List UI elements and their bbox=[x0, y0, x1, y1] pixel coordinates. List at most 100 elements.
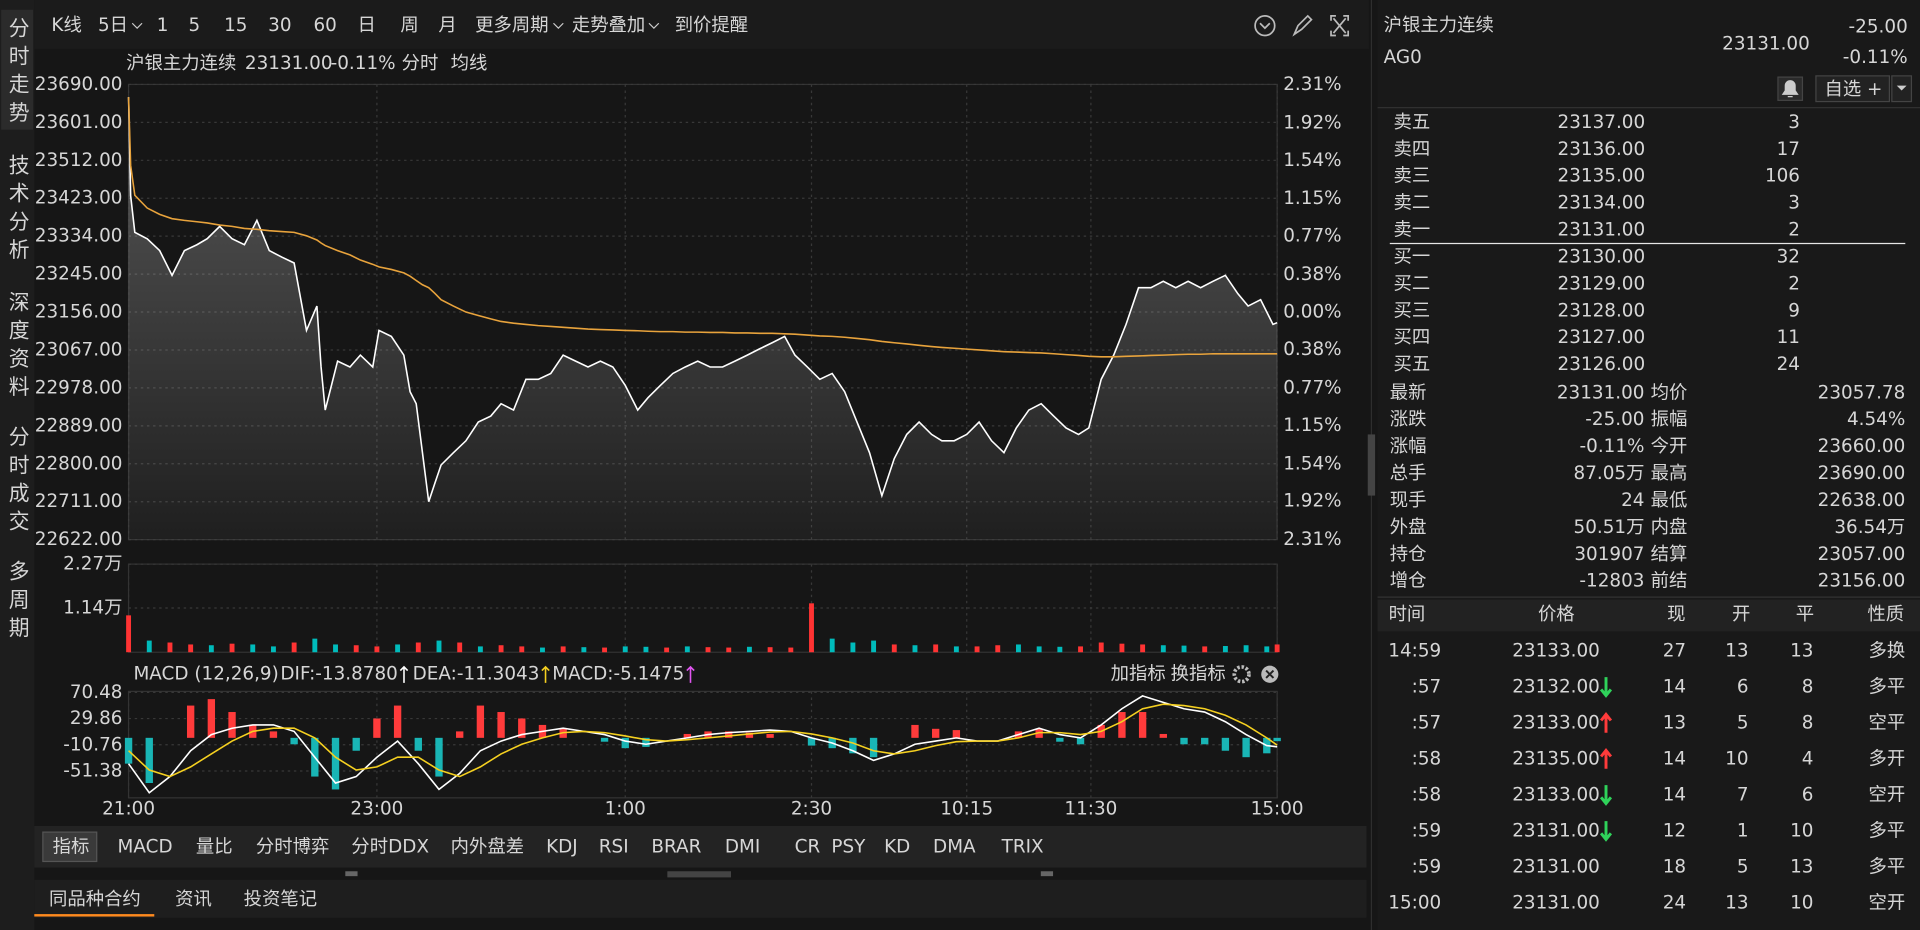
indicator-tab[interactable]: DMI bbox=[725, 836, 760, 857]
trade-open: 13 bbox=[1725, 641, 1748, 662]
macd-bar bbox=[725, 731, 733, 738]
volume-bar bbox=[167, 642, 173, 653]
trend-arrow bbox=[399, 665, 409, 683]
indicator-value: MACD:-5.1475 bbox=[552, 664, 684, 685]
trade-open: 6 bbox=[1737, 676, 1749, 697]
toolbar-item[interactable]: 走势叠加 bbox=[572, 15, 645, 36]
y2-tick-label: 0.77% bbox=[1283, 377, 1341, 398]
macd-bar bbox=[373, 718, 381, 738]
volume-bar bbox=[1016, 644, 1021, 653]
volume-bar bbox=[809, 603, 814, 653]
toolbar bbox=[34, 0, 1369, 49]
macd-bar bbox=[435, 737, 443, 777]
volume-bar bbox=[374, 646, 380, 653]
stat-value: 22638.00 bbox=[1818, 490, 1906, 511]
y2-tick-label: 2.31% bbox=[1283, 74, 1341, 95]
bottom-tab-bar bbox=[34, 879, 1367, 918]
toolbar-item[interactable]: 更多周期 bbox=[475, 15, 548, 36]
trade-now: 27 bbox=[1663, 641, 1686, 662]
stat-label: 涨跌 bbox=[1390, 409, 1427, 430]
indicator-tab[interactable]: PSY bbox=[831, 836, 866, 857]
column-header: 现 bbox=[1667, 604, 1685, 625]
volume-bar bbox=[767, 647, 773, 653]
sidebar-tab[interactable]: 深度资料 bbox=[5, 291, 29, 404]
toolbar-item[interactable]: 5日 bbox=[98, 15, 128, 36]
indicator-tab[interactable]: 指标 bbox=[53, 836, 90, 857]
x-tick-label: 10:15 bbox=[940, 798, 993, 819]
volume-bar bbox=[1119, 643, 1125, 653]
indicator-button[interactable]: 换指标 bbox=[1171, 664, 1226, 685]
indicator-tab[interactable]: MACD bbox=[118, 836, 173, 857]
x-tick-label: 23:00 bbox=[350, 798, 403, 819]
toolbar-item[interactable]: 30 bbox=[268, 15, 291, 36]
bell-button[interactable] bbox=[1777, 76, 1804, 101]
macd-bar bbox=[642, 737, 650, 747]
volume-bar bbox=[684, 646, 690, 653]
direction-arrow bbox=[1599, 785, 1613, 806]
toolbar-item[interactable]: 日 bbox=[358, 15, 376, 36]
indicator-tab[interactable]: KD bbox=[884, 836, 910, 857]
indicator-tab[interactable]: KDJ bbox=[546, 836, 578, 857]
macd-bar bbox=[849, 737, 857, 754]
trade-type: 空开 bbox=[1869, 784, 1906, 805]
toolbar-item[interactable]: 15 bbox=[224, 15, 247, 36]
trade-close: 13 bbox=[1790, 856, 1813, 877]
book-price: 23134.00 bbox=[1558, 193, 1646, 214]
indicator-tab[interactable]: BRAR bbox=[651, 836, 701, 857]
price-change-pct: -0.11% bbox=[1843, 47, 1908, 68]
bottom-tab[interactable]: 资讯 bbox=[175, 889, 212, 910]
scroll-handle[interactable] bbox=[1367, 434, 1376, 496]
trade-now: 14 bbox=[1663, 784, 1686, 805]
bottom-tab[interactable]: 投资笔记 bbox=[244, 889, 317, 910]
book-label: 买三 bbox=[1393, 300, 1430, 321]
volume-bar bbox=[477, 646, 483, 653]
trade-type: 多平 bbox=[1869, 820, 1906, 841]
indicator-tab[interactable]: RSI bbox=[599, 836, 629, 857]
volume-bar bbox=[126, 615, 132, 653]
toolbar-item[interactable]: 月 bbox=[438, 15, 456, 36]
indicator-tab[interactable]: 量比 bbox=[196, 836, 233, 857]
book-label: 卖五 bbox=[1393, 112, 1430, 133]
trend-arrow bbox=[541, 665, 550, 683]
macd-bar bbox=[1159, 733, 1167, 738]
indicator-button[interactable]: 加指标 bbox=[1111, 664, 1166, 685]
toolbar-icons[interactable] bbox=[1254, 14, 1350, 37]
resize-grips[interactable] bbox=[345, 871, 1054, 878]
y-tick-label: 70.48 bbox=[70, 682, 123, 703]
volume-bar bbox=[1140, 644, 1146, 653]
y-tick-label: 23334.00 bbox=[35, 226, 123, 247]
sidebar-tab[interactable]: 分时走势 bbox=[5, 17, 29, 130]
book-price: 23135.00 bbox=[1558, 166, 1646, 187]
toolbar-item[interactable]: 5 bbox=[189, 15, 201, 36]
bottom-tab[interactable]: 同品种合约 bbox=[49, 889, 141, 910]
watch-label[interactable]: 自选 + bbox=[1824, 79, 1882, 100]
sidebar-tab[interactable]: 分时成交 bbox=[5, 426, 29, 539]
sidebar-tab[interactable]: 技术分析 bbox=[5, 154, 29, 267]
volume-bar bbox=[436, 640, 442, 653]
toolbar-item[interactable]: 周 bbox=[400, 15, 418, 36]
toolbar-item[interactable]: 到价提醒 bbox=[675, 15, 748, 36]
sidebar bbox=[0, 0, 35, 930]
macd-icons[interactable] bbox=[1232, 665, 1279, 684]
trade-now: 14 bbox=[1663, 676, 1686, 697]
dea-line bbox=[128, 703, 1278, 778]
indicator-tab[interactable]: TRIX bbox=[1001, 836, 1044, 857]
book-volume: 17 bbox=[1777, 139, 1800, 160]
indicator-tab[interactable]: DMA bbox=[933, 836, 976, 857]
y2-tick-label: 1.92% bbox=[1283, 112, 1341, 133]
macd-bar bbox=[414, 737, 422, 751]
trade-time: 14:59 bbox=[1388, 641, 1441, 662]
watch-button[interactable] bbox=[1815, 75, 1890, 103]
book-label: 卖一 bbox=[1393, 220, 1430, 241]
macd-bar bbox=[290, 737, 298, 745]
sidebar-tab[interactable]: 多周期 bbox=[5, 560, 29, 644]
indicator-tab[interactable]: 内外盘差 bbox=[451, 836, 524, 857]
indicator-tab[interactable]: 分时DDX bbox=[351, 836, 429, 857]
toolbar-item[interactable]: 1 bbox=[157, 15, 169, 36]
toolbar-item[interactable]: K线 bbox=[51, 15, 81, 36]
indicator-tab[interactable]: CR bbox=[795, 836, 821, 857]
indicator-tab[interactable]: 分时博弈 bbox=[256, 836, 329, 857]
book-label: 买五 bbox=[1393, 354, 1430, 375]
toolbar-item[interactable]: 60 bbox=[313, 15, 336, 36]
legend-entry[interactable]: 均线 bbox=[451, 53, 488, 74]
